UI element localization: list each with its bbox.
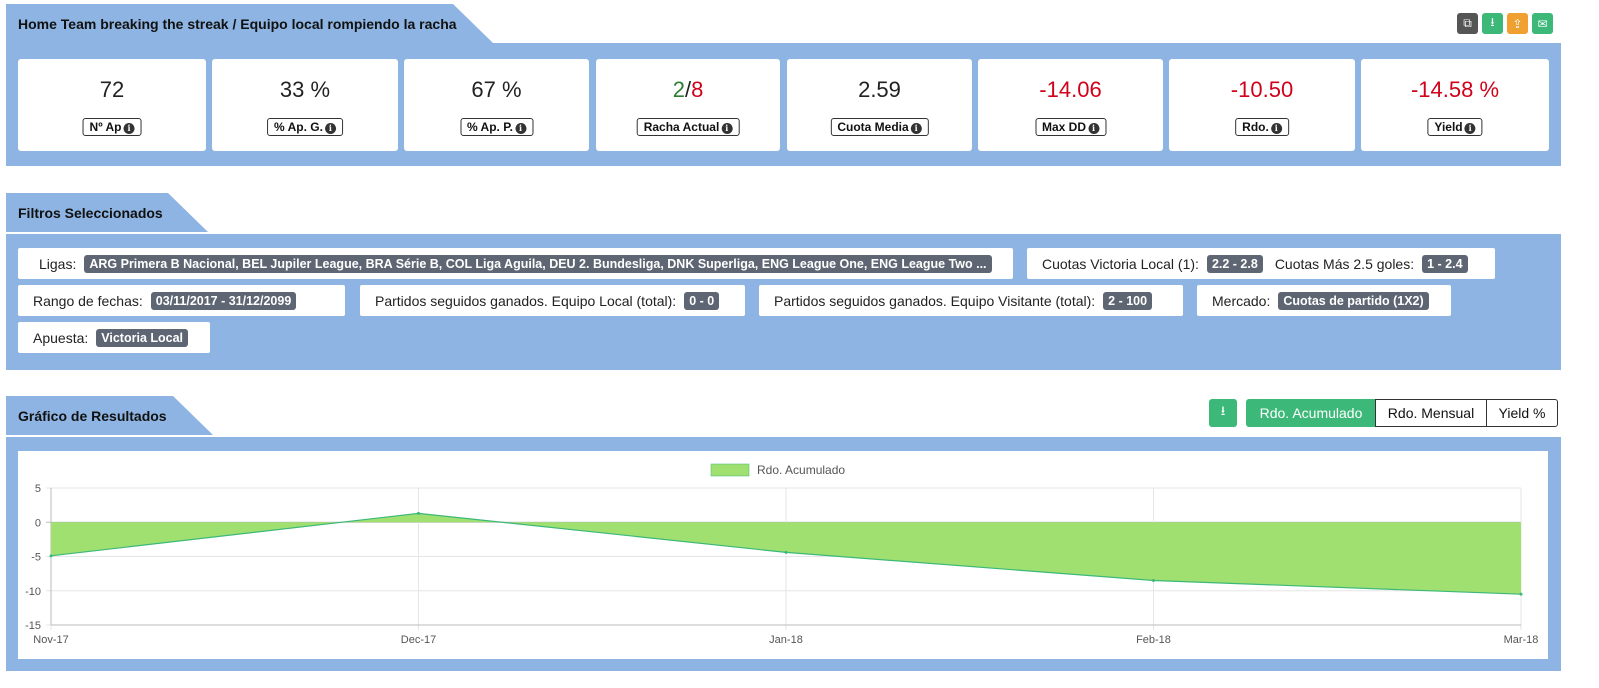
filter-label: Rango de fechas: [33,292,143,309]
filter-value: ARG Primera B Nacional, BEL Jupiler Leag… [84,254,992,273]
download-icon: ⭳ [1220,403,1226,418]
info-icon: i [324,123,336,134]
filter-local: Partidos seguidos ganados. Equipo Local … [360,285,745,316]
kpi-label[interactable]: Rdo. i [1235,118,1289,136]
y-tick-label: -5 [31,552,41,564]
filters-panel: Ligas: ARG Primera B Nacional, BEL Jupil… [6,234,1561,370]
kpi-card-rdo: -10.50 Rdo. i [1169,59,1355,151]
y-tick-label: 5 [35,483,41,495]
legend-label: Rdo. Acumulado [757,463,845,477]
summary-section: Home Team breaking the streak / Equipo l… [6,4,1561,166]
chart-panel: 5 0 -5 -10 -15 Nov-17 Dec-17 Jan-18 Feb-18 Mar-18… [6,437,1561,671]
x-tick-label: Nov-17 [33,634,68,646]
filter-value: 0 - 0 [684,291,720,310]
kpi-value: 67 % [471,77,522,102]
filter-label: Mercado: [1212,292,1271,309]
kpi-value: -10.50 [1230,77,1294,102]
data-point [784,550,788,554]
kpi-label[interactable]: Yield i [1427,118,1483,136]
kpi-card-yield: -14.58 % Yield i [1361,59,1549,151]
kpi-label[interactable]: % Ap. G. i [267,118,343,136]
kpi-card-cuota-media: 2.59 Cuota Media i [787,59,972,151]
filter-value: Victoria Local [96,328,189,347]
filter-label: Ligas: [39,255,77,272]
kpi-value: 33 % [279,77,331,102]
filter-value: Cuotas de partido (1X2) [1278,291,1429,310]
data-point [417,511,420,515]
filter-label: Cuotas Victoria Local (1): [1042,255,1199,272]
data-point [49,554,53,558]
kpi-label[interactable]: Nº Ap i [82,118,142,136]
filter-apuesta: Apuesta: Victoria Local [18,322,210,353]
email-icon[interactable]: ✉ [1532,13,1553,34]
kpi-value: -14.06 [1039,77,1102,102]
racha-lost: 8 [691,77,704,102]
filter-value: 1 - 2.4 [1422,254,1468,273]
results-title: Gráfico de Resultados [6,396,213,435]
data-point [1519,592,1523,596]
racha-separator: / [684,77,692,102]
filter-label: Apuesta: [33,329,89,346]
filters-title: Filtros Seleccionados [6,193,208,232]
share-icon[interactable]: ⇪ [1507,13,1528,34]
filter-label: Partidos seguidos ganados. Equipo Local … [375,292,677,309]
rdo-acumulado-button[interactable]: Rdo. Acumulado [1246,399,1376,427]
copy-icon[interactable]: ⧉ [1457,13,1478,34]
filter-visitante: Partidos seguidos ganados. Equipo Visita… [759,285,1183,316]
filter-label: Partidos seguidos ganados. Equipo Visita… [774,292,1096,309]
series-area [51,513,1521,595]
kpi-label[interactable]: Racha Actual i [636,118,740,136]
info-icon: i [123,123,135,134]
y-tick-label: -10 [25,586,41,598]
kpi-value: 2.59 [858,77,901,102]
results-chart: 5 0 -5 -10 -15 Nov-17 Dec-17 Jan-18 Feb-18 Mar-18… [25,463,1539,646]
results-section: Gráfico de Resultados ⭳ Rdo. Acumulado R… [6,396,1561,671]
download-icon[interactable]: ⭳ [1482,13,1503,34]
filter-value: 2.2 - 2.8 [1206,254,1263,273]
x-tick-label: Jan-18 [769,634,803,646]
kpi-panel: 72 Nº Ap i 33 % % Ap. G. i 67 % % Ap. P. i … [6,43,1561,166]
x-tick-label: Feb-18 [1136,634,1171,646]
data-point [1152,578,1155,582]
filter-mercado: Mercado: Cuotas de partido (1X2) [1197,285,1451,316]
filters-section: Filtros Seleccionados Ligas: ARG Primera… [6,193,1561,370]
y-tick-label: 0 [35,517,41,529]
info-icon: i [1088,123,1100,134]
x-tick-label: Mar-18 [1504,634,1539,646]
info-icon: i [721,123,733,134]
info-icon: i [515,123,527,134]
rdo-mensual-button[interactable]: Rdo. Mensual [1375,399,1487,427]
info-icon: i [910,123,922,134]
chart-download-button[interactable]: ⭳ [1209,399,1237,427]
info-icon: i [1464,123,1476,134]
kpi-card-ap-g: 33 % % Ap. G. i [212,59,398,151]
filter-label: Cuotas Más 2.5 goles: [1274,255,1415,272]
yield-button[interactable]: Yield % [1486,399,1558,427]
kpi-label[interactable]: Max DD i [1034,118,1107,136]
legend-swatch [710,463,750,477]
kpi-label[interactable]: % Ap. P. i [459,118,534,136]
racha-won: 2 [672,77,685,102]
x-tick-label: Dec-17 [401,634,436,646]
filter-value: 2 - 100 [1103,291,1153,310]
y-tick-label: -15 [25,620,41,632]
kpi-card-ap-p: 67 % % Ap. P. i [404,59,589,151]
kpi-value: -14.58 % [1410,77,1500,102]
filter-value: 03/11/2017 - 31/12/2099 [150,291,297,310]
filter-cuotas: Cuotas Victoria Local (1): 2.2 - 2.8 Cuo… [1027,248,1495,279]
filter-ligas: Ligas: ARG Primera B Nacional, BEL Jupil… [18,248,1013,279]
chart-container: 5 0 -5 -10 -15 Nov-17 Dec-17 Jan-18 Feb-18 Mar-18… [18,451,1548,659]
kpi-card-racha: 2/8 Racha Actual i [596,59,780,151]
kpi-value: 72 [99,77,125,102]
summary-title: Home Team breaking the streak / Equipo l… [6,4,493,43]
kpi-card-max-dd: -14.06 Max DD i [978,59,1163,151]
info-icon: i [1270,123,1282,134]
kpi-card-n-ap: 72 Nº Ap i [18,59,206,151]
summary-toolbar: ⧉ ⭳ ⇪ ✉ [1457,13,1553,34]
kpi-value: 2/8 [596,77,780,103]
kpi-label[interactable]: Cuota Media i [830,118,929,136]
filter-fechas: Rango de fechas: 03/11/2017 - 31/12/2099 [18,285,345,316]
